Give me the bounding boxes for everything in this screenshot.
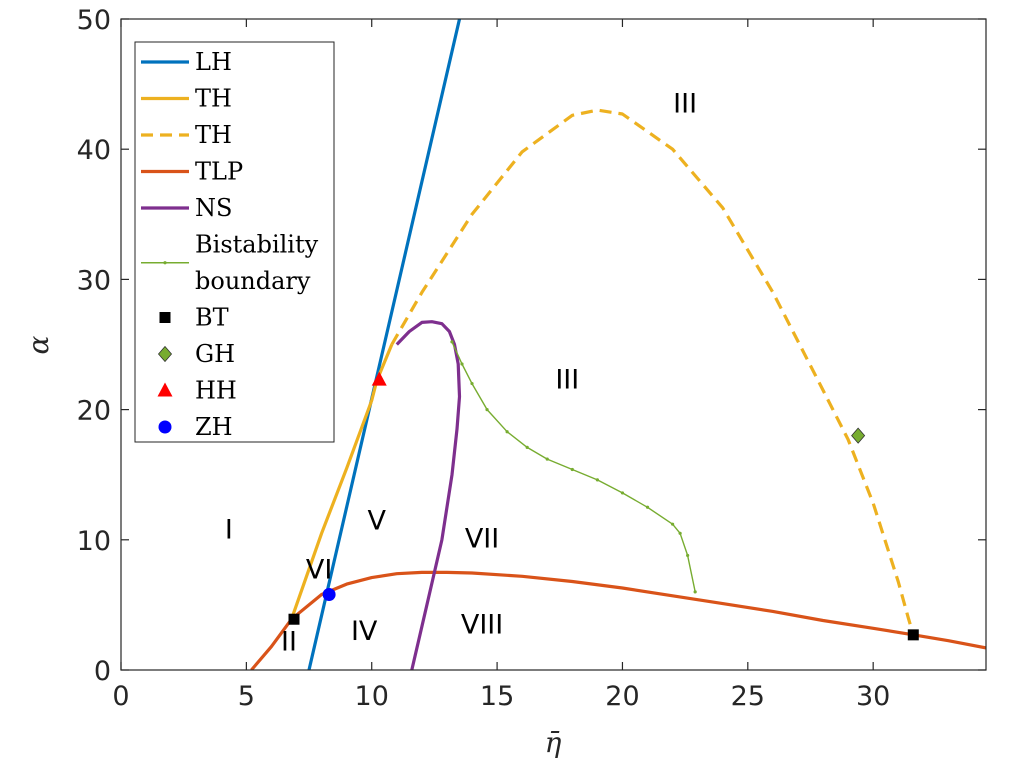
legend-label: BT — [195, 304, 229, 332]
bistability-point — [485, 408, 489, 412]
legend-label: NS — [195, 194, 232, 222]
legend-label: TLP — [195, 158, 243, 186]
legend-swatch — [158, 420, 172, 434]
bistability-point — [450, 340, 454, 344]
region-label-vi: VI — [306, 555, 332, 586]
axis-ticks: 0 5 10 15 20 25 30 0 10 20 30 40 50 — [77, 5, 986, 712]
region-label-iv: IV — [351, 616, 378, 647]
bistability-point — [525, 445, 529, 449]
bistability-point — [545, 457, 549, 461]
y-tick-label: 50 — [77, 5, 111, 36]
y-tick-label: 10 — [77, 526, 111, 557]
y-tick-label: 30 — [77, 265, 111, 296]
plot-box — [120, 18, 987, 671]
series-th-2 — [390, 108, 915, 636]
legend-label: TH — [195, 121, 232, 149]
legend-swatch — [159, 312, 171, 323]
region-label-iii: III — [555, 365, 579, 396]
bistability-point — [470, 381, 474, 386]
legend-item-bt: BT — [159, 304, 229, 332]
legend-swatch — [157, 345, 173, 363]
bistability-point — [505, 430, 509, 434]
series-ns-4 — [395, 320, 462, 670]
legend-label: boundary — [195, 267, 311, 295]
bistability-point — [595, 478, 599, 482]
bistability-point — [620, 491, 625, 495]
point-bt — [907, 629, 919, 641]
x-tick-label: 5 — [238, 681, 255, 712]
region-label-vii: VII — [465, 523, 499, 554]
bistability-point — [460, 362, 464, 366]
bistability-point — [570, 467, 574, 472]
legend-swatch — [157, 382, 173, 397]
legend-item-zh: ZH — [158, 413, 233, 441]
region-label-viii: VIII — [461, 609, 503, 640]
bistability-point — [670, 522, 675, 526]
x-axis-label: η̄ — [545, 726, 562, 759]
y-tick-label: 0 — [94, 656, 111, 687]
point-hh — [371, 371, 387, 386]
legend-swatch-dot — [163, 261, 167, 265]
legend-item-gh: GH — [157, 340, 235, 368]
legend-label: LH — [195, 48, 232, 76]
point-zh — [322, 587, 336, 601]
x-tick-label: 0 — [112, 681, 129, 712]
legend-item-th: TH — [141, 85, 232, 113]
bistability-point — [678, 531, 682, 535]
x-tick-label: 10 — [355, 681, 389, 712]
y-tick-label: 20 — [77, 396, 111, 427]
legend-item-ns: NS — [141, 194, 232, 222]
region-label-i: I — [225, 514, 233, 545]
region-label-iii: III — [673, 89, 697, 120]
y-axis-label: α — [22, 335, 55, 354]
legend-label: ZH — [195, 413, 233, 441]
legend-label: GH — [195, 340, 235, 368]
legend-label: TH — [195, 85, 232, 113]
legend-box — [134, 41, 335, 443]
y-tick-label: 40 — [77, 135, 111, 166]
x-tick-label: 30 — [856, 681, 890, 712]
region-label-ii: II — [281, 626, 297, 657]
bistability-point — [693, 590, 697, 594]
region-label-v: V — [367, 505, 386, 536]
point-bt — [288, 613, 300, 625]
point-gh — [851, 427, 866, 444]
bistability-point — [645, 505, 650, 509]
legend-item-tlp: TLP — [141, 158, 243, 186]
markers — [288, 371, 919, 641]
x-tick-label: 25 — [731, 681, 765, 712]
bistability-point — [686, 553, 690, 558]
legend-item-th: TH — [141, 121, 232, 149]
legend: LH TH TH TLP NS Bistability boundary BT GH HH ZH — [134, 41, 335, 443]
legend-item-bistability-boundary: Bistability boundary — [141, 231, 319, 295]
series-lh-0 — [307, 19, 462, 670]
legend-label: HH — [195, 377, 237, 405]
legend-label: Bistability — [195, 231, 319, 259]
x-tick-label: 15 — [480, 681, 514, 712]
x-tick-label: 20 — [605, 681, 639, 712]
legend-item-lh: LH — [141, 48, 232, 76]
legend-item-hh: HH — [157, 377, 237, 405]
